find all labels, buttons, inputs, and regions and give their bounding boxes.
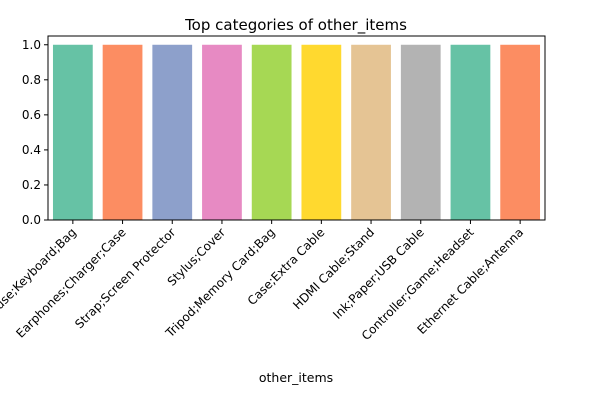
y-tick-label: 0.2 [22, 178, 41, 192]
x-axis: Mouse;Keyboard;BagEarphones;Charger;Case… [0, 220, 526, 343]
y-tick-label: 0.4 [22, 143, 41, 157]
x-tick-label: Ink;Paper;USB Cable [330, 225, 427, 322]
bar-5 [251, 44, 292, 221]
x-axis-label: other_items [259, 370, 333, 385]
bar-8 [400, 44, 441, 221]
x-tick-label: Ethernet Cable;Antenna [414, 225, 526, 337]
bar-7 [351, 44, 391, 221]
bar-3 [152, 44, 193, 221]
bar-9 [450, 44, 491, 221]
y-tick-label: 1.0 [22, 38, 41, 52]
bar-6 [301, 44, 342, 221]
bar-4 [202, 44, 242, 221]
plot-area [47, 35, 546, 221]
y-axis: 0.0 0.2 0.4 0.6 0.8 1.0 [22, 38, 48, 227]
x-tick-label: Strap;Screen Protector [72, 225, 178, 331]
bar-2 [102, 44, 143, 221]
bar-10 [500, 44, 541, 221]
y-tick-label: 0.8 [22, 73, 41, 87]
bar-1 [52, 44, 93, 221]
y-tick-label: 0.6 [22, 108, 41, 122]
y-tick-label: 0.0 [22, 213, 41, 227]
plot-frame [47, 35, 546, 221]
chart-title: Top categories of other_items [184, 16, 407, 35]
